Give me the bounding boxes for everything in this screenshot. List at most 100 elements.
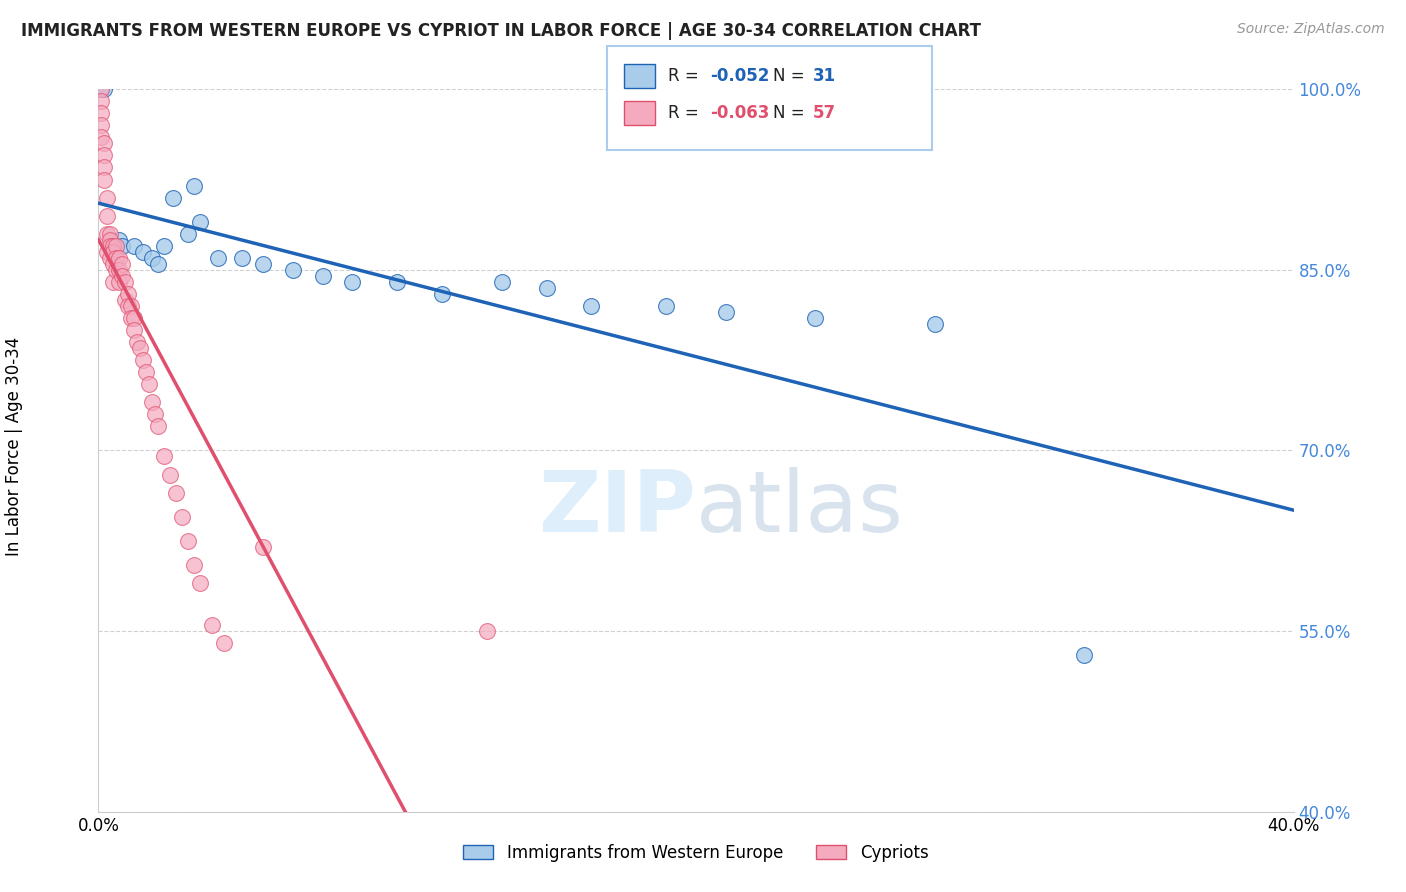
Point [430, 287, 453, 301]
Text: N =: N = [773, 67, 810, 85]
Point [148, 419, 170, 434]
Point [120, 310, 142, 325]
Point [93, 82, 115, 96]
Point [129, 341, 152, 355]
Point [148, 257, 170, 271]
Point [108, 233, 131, 247]
Point [177, 227, 200, 241]
Point [105, 251, 128, 265]
Point [714, 305, 737, 319]
Point [117, 287, 139, 301]
Point [93, 148, 115, 162]
Point [105, 238, 128, 252]
Point [124, 323, 146, 337]
Point [96, 227, 118, 241]
Point [90, 82, 112, 96]
Point [491, 275, 513, 289]
Text: atlas: atlas [696, 467, 904, 549]
Point [188, 576, 211, 591]
Point [93, 161, 115, 175]
Text: IMMIGRANTS FROM WESTERN EUROPE VS CYPRIOT IN LABOR FORCE | AGE 30-34 CORRELATION: IMMIGRANTS FROM WESTERN EUROPE VS CYPRIO… [21, 22, 981, 40]
Point [804, 310, 827, 325]
Point [141, 251, 163, 265]
Point [132, 353, 155, 368]
Point [105, 238, 128, 252]
Text: In Labor Force | Age 30-34: In Labor Force | Age 30-34 [6, 336, 22, 556]
Point [90, 118, 112, 132]
Point [96, 190, 118, 204]
Point [201, 618, 224, 632]
Point [96, 244, 118, 259]
Point [536, 281, 558, 295]
Text: Source: ZipAtlas.com: Source: ZipAtlas.com [1237, 22, 1385, 37]
Point [103, 244, 125, 259]
Point [108, 251, 131, 265]
Point [311, 268, 333, 283]
Point [90, 82, 112, 96]
Legend: Immigrants from Western Europe, Cypriots: Immigrants from Western Europe, Cypriots [457, 837, 935, 869]
Point [90, 94, 112, 108]
Point [153, 238, 176, 252]
Point [90, 106, 112, 120]
Point [1073, 648, 1095, 662]
Point [124, 310, 146, 325]
Point [127, 334, 149, 349]
Point [93, 136, 115, 151]
Text: R =: R = [668, 104, 704, 122]
Point [231, 251, 253, 265]
Point [159, 467, 181, 482]
Point [172, 509, 194, 524]
Point [183, 178, 205, 193]
Point [108, 262, 131, 277]
Text: N =: N = [773, 104, 810, 122]
Text: ZIP: ZIP [538, 467, 696, 549]
Point [153, 450, 176, 464]
Point [108, 275, 131, 289]
Point [924, 317, 946, 331]
Point [103, 257, 125, 271]
Point [177, 533, 200, 548]
Point [120, 299, 142, 313]
Point [98, 233, 122, 247]
Point [165, 485, 187, 500]
Point [111, 257, 134, 271]
Point [111, 268, 134, 283]
Point [114, 275, 136, 289]
Point [581, 299, 603, 313]
Point [475, 624, 498, 639]
Point [117, 299, 139, 313]
Point [281, 262, 304, 277]
Point [188, 214, 211, 228]
Point [103, 238, 125, 252]
Point [111, 238, 134, 252]
Text: -0.063: -0.063 [710, 104, 769, 122]
Point [385, 275, 409, 289]
Text: R =: R = [668, 67, 704, 85]
Point [252, 540, 274, 554]
Point [124, 238, 146, 252]
Point [138, 377, 160, 392]
Point [96, 209, 118, 223]
Text: 57: 57 [813, 104, 835, 122]
Point [207, 251, 229, 265]
Point [655, 299, 678, 313]
Text: 31: 31 [813, 67, 835, 85]
Point [252, 257, 274, 271]
Point [143, 407, 166, 422]
Point [162, 190, 184, 204]
Point [98, 251, 122, 265]
Point [98, 238, 122, 252]
Text: -0.052: -0.052 [710, 67, 769, 85]
Point [98, 227, 122, 241]
Point [103, 275, 125, 289]
Point [93, 172, 115, 186]
Point [114, 293, 136, 307]
Point [132, 244, 155, 259]
Point [141, 395, 163, 409]
Point [90, 130, 112, 145]
Point [135, 365, 157, 379]
Point [342, 275, 364, 289]
Point [103, 238, 125, 252]
Point [183, 558, 205, 572]
Point [212, 636, 235, 650]
